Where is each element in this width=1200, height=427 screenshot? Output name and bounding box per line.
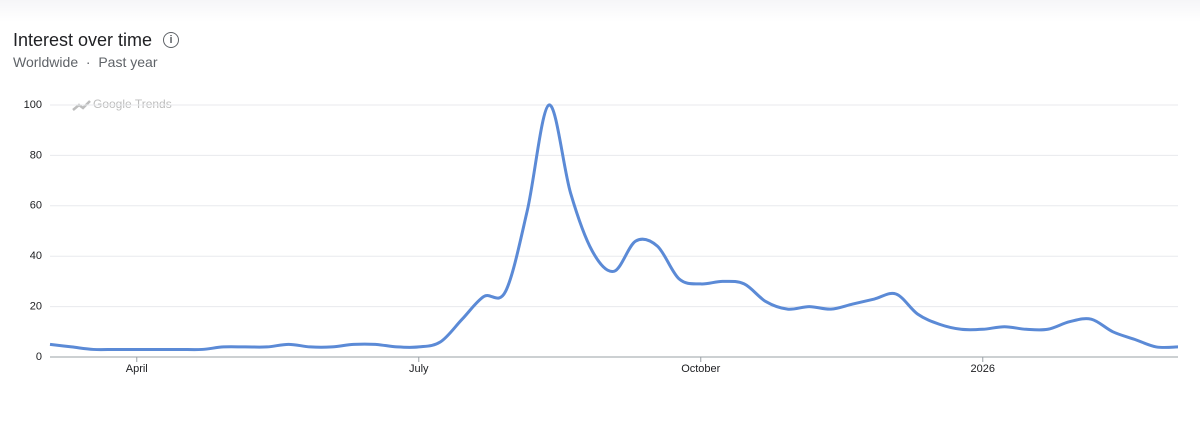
y-tick-label: 60	[30, 200, 42, 212]
y-tick-label: 40	[30, 250, 42, 262]
x-tick-label: July	[409, 363, 429, 375]
x-tick-label: 2026	[971, 363, 995, 375]
info-icon[interactable]: i	[163, 32, 179, 48]
y-tick-label: 20	[30, 301, 42, 313]
y-tick-label: 80	[30, 149, 42, 161]
chart-title: Interest over time	[13, 30, 153, 50]
region[interactable]: Worldwide	[13, 54, 79, 70]
period[interactable]: Past year	[98, 54, 158, 70]
subtitle: Worldwide · Past year	[13, 54, 158, 70]
y-tick-label: 100	[24, 99, 42, 111]
x-tick-label: October	[681, 363, 720, 375]
trend-line	[49, 103, 1179, 352]
watermark: Google Trends	[72, 97, 172, 111]
watermark-text: Google Trends	[93, 97, 172, 111]
y-tick-label: 0	[36, 351, 42, 363]
x-tick-label: April	[126, 363, 148, 375]
